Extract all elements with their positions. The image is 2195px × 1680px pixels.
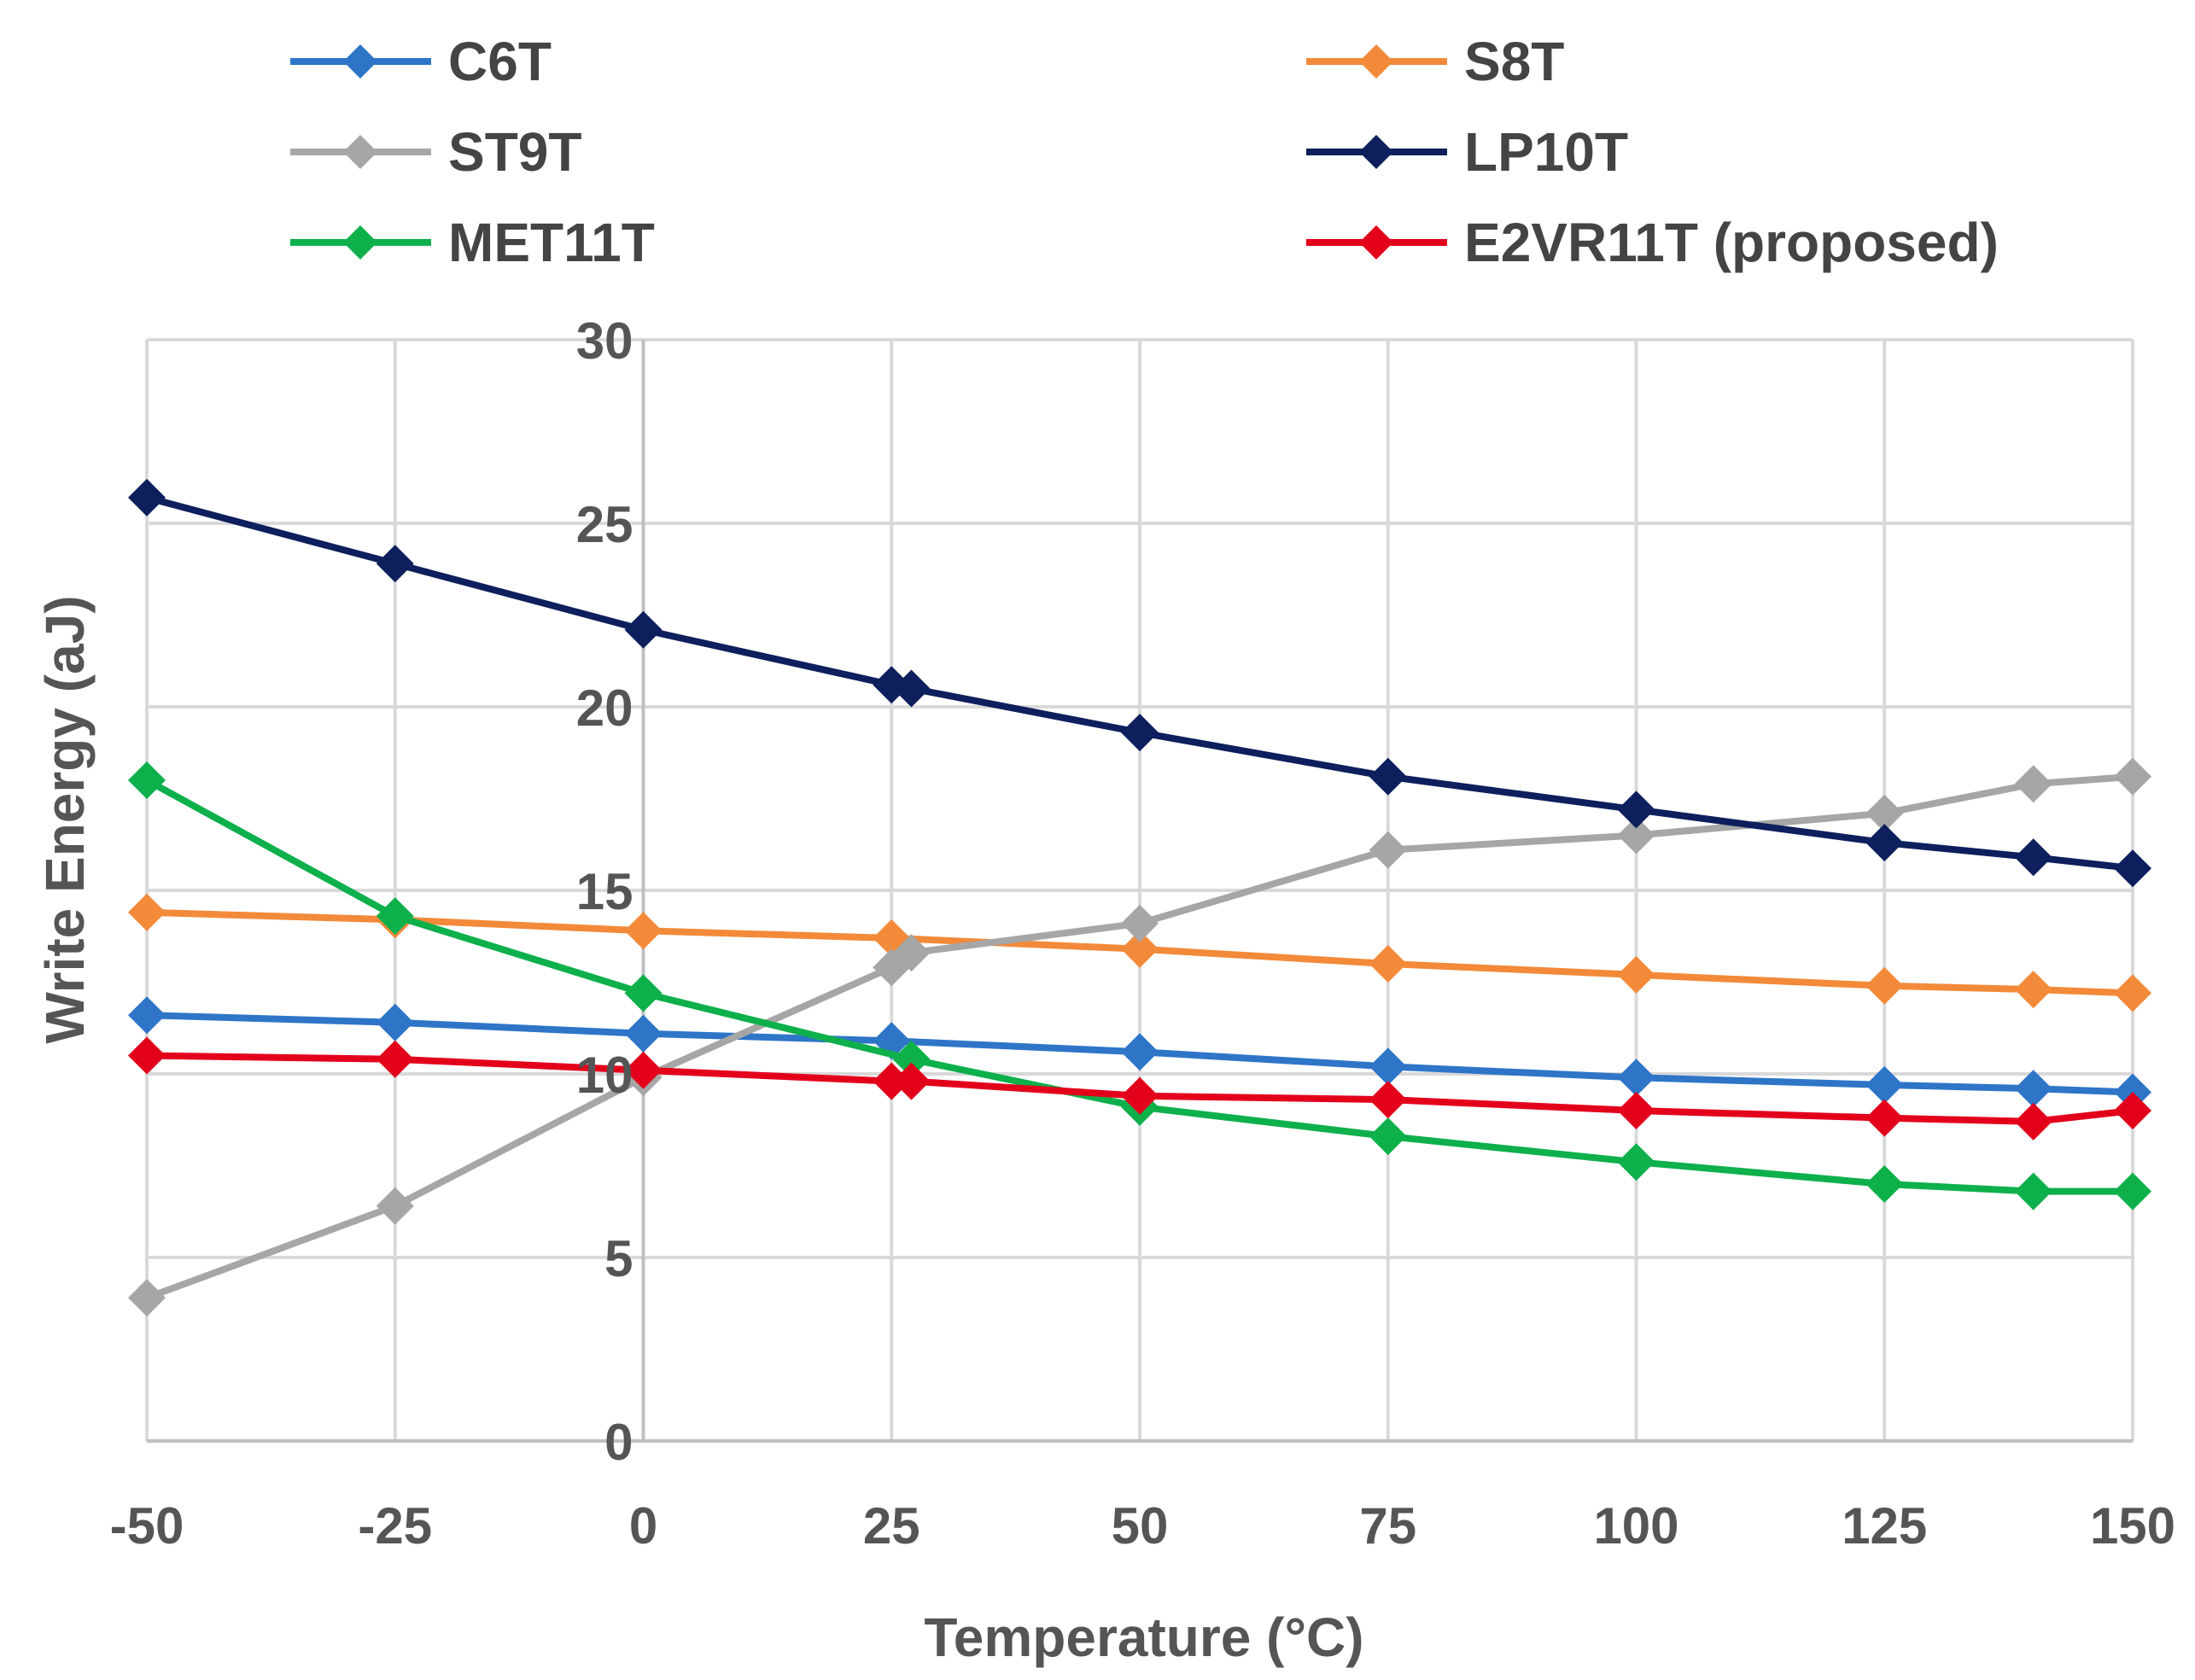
axes (147, 340, 2133, 1443)
data-point-marker (128, 893, 166, 931)
data-point-marker (128, 1036, 166, 1075)
data-point-marker (1617, 1059, 1655, 1097)
data-point-marker (1369, 757, 1407, 796)
data-point-marker (1121, 1033, 1159, 1071)
data-point-marker (1369, 1081, 1407, 1119)
data-point-marker (1121, 930, 1159, 968)
data-point-marker (2114, 1092, 2151, 1129)
legend-swatch-marker (1359, 225, 1393, 260)
legend-swatch-marker (1359, 44, 1393, 79)
data-point-marker (128, 761, 166, 799)
data-point-marker (2014, 765, 2052, 803)
x-tick-label: 125 (1842, 1497, 1927, 1555)
data-point-marker (2014, 1070, 2052, 1108)
series-line (143, 777, 2136, 1195)
y-tick-label: 0 (604, 1414, 633, 1471)
data-point-marker (1369, 945, 1407, 983)
data-point-marker (376, 1187, 414, 1225)
data-point-marker (1121, 714, 1159, 752)
data-point-marker (2114, 849, 2151, 888)
data-point-marker (2014, 1172, 2052, 1210)
data-point-marker (1617, 816, 1655, 855)
series-line (143, 1012, 2136, 1096)
y-tick-label: 10 (576, 1047, 633, 1104)
data-point-marker (624, 610, 663, 649)
data-point-marker (1617, 955, 1655, 994)
tick-labels: -50 -25 0 25 50 75 100 125 150 0 5 10 15 20 25 30 (110, 312, 2175, 1555)
data-point-marker (873, 1062, 911, 1100)
data-point-marker (892, 1040, 931, 1078)
data-point-marker (1865, 1165, 1904, 1203)
y-tick-label: 30 (576, 312, 633, 370)
legend-label: LP10T (1464, 121, 1628, 183)
data-point-marker (2014, 971, 2052, 1009)
legend: C6T S8T ST9T LP10T MET11T E2VR11T (proposed) (290, 31, 1999, 273)
data-point-marker (2114, 1172, 2151, 1210)
data-point-marker (1865, 1065, 1904, 1104)
y-tick-label: 25 (576, 496, 633, 553)
data-point-marker (128, 478, 166, 516)
data-point-marker (376, 1040, 414, 1078)
x-tick-label: -25 (358, 1497, 432, 1555)
x-tick-label: 50 (1112, 1497, 1169, 1555)
x-tick-label: 75 (1359, 1497, 1416, 1555)
legend-label: E2VR11T (proposed) (1464, 212, 1999, 273)
data-point-marker (624, 974, 663, 1012)
data-point-marker (892, 1062, 931, 1100)
data-point-marker (892, 669, 931, 708)
data-point-marker (1121, 904, 1159, 942)
x-tick-label: 0 (629, 1497, 657, 1555)
data-point-marker (1865, 794, 1904, 832)
x-tick-label: 150 (2090, 1497, 2175, 1555)
data-point-marker (2014, 1102, 2052, 1140)
legend-label: C6T (448, 31, 552, 92)
data-point-marker (2114, 757, 2151, 796)
legend-swatch-marker (1359, 135, 1393, 169)
legend-label: MET11T (448, 212, 655, 273)
y-axis-title: Write Energy (aJ) (34, 595, 96, 1043)
data-point-marker (624, 1014, 663, 1053)
data-point-marker (1369, 1047, 1407, 1086)
x-axis-title: Temperature (°C) (924, 1607, 1363, 1668)
series-group (128, 478, 2151, 1317)
data-point-marker (2114, 974, 2151, 1012)
data-point-marker (1865, 824, 1904, 862)
data-point-marker (1865, 1099, 1904, 1137)
series-line (143, 908, 2136, 997)
y-tick-label: 15 (576, 863, 633, 920)
data-point-marker (1865, 966, 1904, 1005)
legend-swatch-marker (343, 225, 377, 260)
data-point-marker (376, 897, 414, 936)
data-point-marker (1369, 831, 1407, 869)
legend-swatch-marker (343, 44, 377, 79)
data-point-marker (128, 1279, 166, 1317)
data-point-marker (1617, 790, 1655, 829)
x-tick-label: -50 (110, 1497, 184, 1555)
data-point-marker (624, 912, 663, 950)
data-point-marker (376, 545, 414, 583)
x-tick-label: 25 (863, 1497, 920, 1555)
data-point-marker (2014, 838, 2052, 877)
data-point-marker (1121, 1076, 1159, 1115)
legend-swatch-marker (343, 135, 377, 169)
y-tick-label: 5 (604, 1230, 633, 1287)
data-point-marker (1369, 1117, 1407, 1156)
legend-label: ST9T (448, 121, 581, 183)
data-point-marker (892, 934, 931, 972)
x-tick-label: 100 (1593, 1497, 1678, 1555)
data-point-marker (128, 996, 166, 1035)
data-point-marker (1617, 1092, 1655, 1129)
data-point-marker (624, 1051, 663, 1089)
y-tick-label: 20 (576, 680, 633, 737)
data-point-marker (376, 1003, 414, 1041)
data-point-marker (1617, 1143, 1655, 1181)
legend-label: S8T (1464, 31, 1564, 92)
